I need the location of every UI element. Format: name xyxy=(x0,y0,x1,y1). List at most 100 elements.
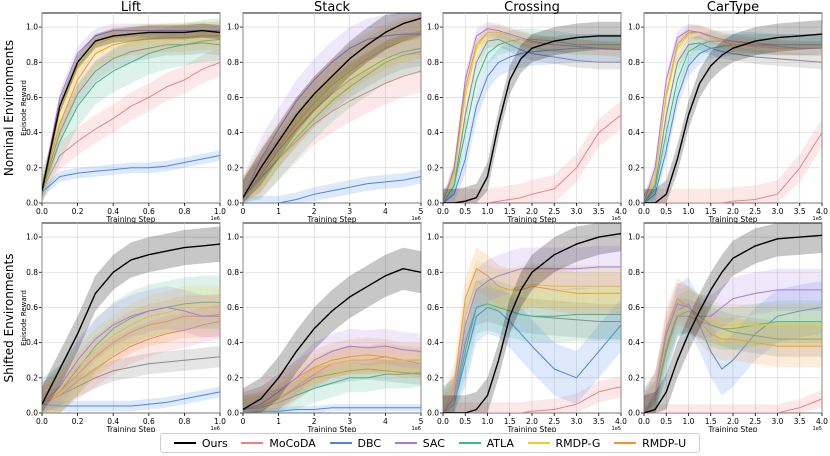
series-line-atla xyxy=(42,301,220,405)
series-band-dbc xyxy=(42,386,220,412)
series-line-sac xyxy=(443,28,621,203)
x-tick-label: 0.6 xyxy=(143,207,155,216)
panel-title: Stack xyxy=(314,0,350,15)
x-tick-label: 5 xyxy=(419,417,424,426)
plot-area xyxy=(41,12,221,204)
series-line-rmdp-u xyxy=(243,37,421,198)
panel-shifted-1-shifted: 0.0 0.2 0.4 0.6 0.8 1.0 0.0 0.2 0.4 0.6 0.8 1.0 Trai… xyxy=(20,222,226,432)
x-tick-label: 3.5 xyxy=(794,207,806,216)
series-line-mocoda xyxy=(42,61,220,191)
x-tick-label: 2 xyxy=(312,417,317,426)
x-tick-label: 0.0 xyxy=(36,417,48,426)
series-line-sac xyxy=(42,306,220,405)
series-line-sac xyxy=(243,345,421,410)
y-tick-label: 0.4 xyxy=(227,338,239,347)
series-line-gray xyxy=(243,47,421,199)
series-line-gray xyxy=(42,356,220,405)
legend-item-ours: Ours xyxy=(173,436,228,450)
legend-item-sac: SAC xyxy=(394,436,445,450)
series-band-dbc xyxy=(42,150,220,198)
legend-label: DBC xyxy=(357,436,382,450)
y-tick-label: 0.6 xyxy=(427,93,439,102)
series-line-ours xyxy=(644,33,822,203)
series-line-atla xyxy=(644,40,822,203)
y-tick-label: 0.6 xyxy=(628,93,640,102)
series-band-gray xyxy=(42,32,220,202)
series-line-atla xyxy=(443,303,621,413)
series-group xyxy=(443,223,621,413)
series-line-mocoda xyxy=(443,386,621,413)
series-band-mocoda xyxy=(644,118,822,203)
series-band-rmdp-g xyxy=(42,286,220,413)
x-tick-label: 4 xyxy=(383,207,388,216)
series-line-rmdp-u xyxy=(42,314,220,405)
y-tick-label: 1.0 xyxy=(26,23,38,32)
legend-swatch xyxy=(173,442,196,444)
series-band-sac xyxy=(644,268,822,413)
series-line-dbc xyxy=(243,407,421,413)
series-group xyxy=(243,13,421,203)
series-line-mocoda xyxy=(42,321,220,405)
y-tick-label: 0.8 xyxy=(26,58,38,67)
legend-item-rmdp-u: RMDP-U xyxy=(614,437,686,450)
series-band-rmdp-g xyxy=(443,25,621,203)
y-tick-label: 0.6 xyxy=(26,303,38,312)
y-tick-label: 0.2 xyxy=(427,373,439,382)
x-tick-label: 0.0 xyxy=(36,207,48,216)
x-axis-label: Training Step xyxy=(707,425,757,432)
y-tick-label: 0.6 xyxy=(427,303,439,312)
plot-area xyxy=(242,222,422,414)
x-tick-label: 3.0 xyxy=(772,417,784,426)
x-tick-label: 1.5 xyxy=(705,417,717,426)
series-band-rmdp-u xyxy=(443,247,621,413)
series-line-atla xyxy=(644,310,822,413)
y-tick-label: 0.2 xyxy=(628,163,640,172)
x-tick-label: 2 xyxy=(312,207,317,216)
y-tick-label: 0.0 xyxy=(227,409,239,418)
x-tick-label: 0.0 xyxy=(638,417,650,426)
series-line-mocoda xyxy=(443,114,621,203)
series-band-rmdp-g xyxy=(243,13,421,203)
y-tick-label: 0.0 xyxy=(227,199,239,208)
x-axis-label: Training Step xyxy=(306,215,356,224)
x-tick-label: 3 xyxy=(347,417,352,426)
legend-item-dbc: DBC xyxy=(329,436,382,450)
x-tick-label: 3.5 xyxy=(593,207,605,216)
series-line-ours xyxy=(443,232,621,413)
x-tick-label: 1.0 xyxy=(482,207,494,216)
series-line-ours xyxy=(243,17,421,199)
x-tick-label: 0 xyxy=(241,417,246,426)
x-axis-label: Training Step xyxy=(105,425,155,432)
series-group xyxy=(42,226,220,413)
x-axis-label: Training Step xyxy=(306,425,356,432)
x-tick-label: 1.5 xyxy=(705,207,717,216)
series-band-mocoda xyxy=(42,303,220,413)
y-tick-label: 0.0 xyxy=(26,199,38,208)
figure-grid: Nominal Environments Shifted Environments… xyxy=(2,0,828,432)
legend-label: Ours xyxy=(201,436,228,450)
series-line-dbc xyxy=(443,47,621,203)
series-group xyxy=(243,247,421,413)
series-line-ours xyxy=(42,29,220,191)
x-offset-text: 1e5 xyxy=(813,426,822,432)
y-tick-label: 1.0 xyxy=(227,233,239,242)
series-band-ours xyxy=(644,20,822,203)
series-band-ours xyxy=(243,247,421,413)
series-band-gray xyxy=(644,298,822,413)
series-group xyxy=(644,20,822,203)
x-tick-label: 1.5 xyxy=(504,417,516,426)
x-tick-label: 0.0 xyxy=(638,207,650,216)
x-tick-label: 1.0 xyxy=(683,207,695,216)
legend-label: SAC xyxy=(422,436,445,450)
y-tick-label: 1.0 xyxy=(427,23,439,32)
x-axis-label: Training Step xyxy=(506,425,556,432)
y-tick-label: 0.0 xyxy=(427,199,439,208)
series-line-ours xyxy=(443,35,621,203)
y-tick-label: 0.8 xyxy=(628,268,640,277)
x-tick-label: 0.8 xyxy=(178,417,190,426)
x-tick-label: 0.0 xyxy=(437,207,449,216)
legend-label: RMDP-G xyxy=(555,436,601,450)
y-tick-label: 0.0 xyxy=(427,409,439,418)
series-band-rmdp-u xyxy=(42,293,220,413)
x-tick-label: 2.5 xyxy=(548,207,560,216)
